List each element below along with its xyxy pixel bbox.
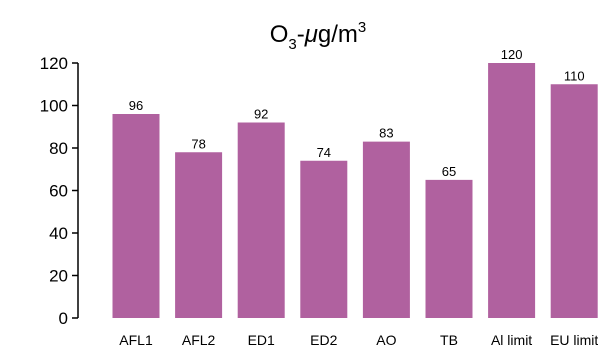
chart-title: O3-μg/m3 [270,19,367,53]
bar [300,160,348,318]
plot-area: 0 20 40 60 80 100 120 96 AFL1 78 AFL2 92 ED1 74 ED2 83 A… [40,47,598,348]
bar-value-label: 92 [254,107,268,122]
bar [425,179,473,318]
bar [237,122,285,318]
y-tick-label: 0 [59,309,68,328]
x-tick-label: AFL2 [182,332,216,348]
bar-value-label: 78 [191,136,205,151]
x-tick-label: ED1 [248,332,275,348]
y-tick-label: 40 [49,224,68,243]
bar-value-label: 110 [564,68,585,83]
bar-value-label: 83 [379,126,393,141]
bar [362,141,410,318]
y-tick-label: 20 [49,267,68,286]
x-tick-label: AFL1 [119,332,153,348]
x-tick-label: TB [440,332,458,348]
x-tick-label: EU limit [550,332,598,348]
y-tick-label: 100 [40,97,68,116]
bar-value-label: 120 [501,47,523,62]
y-tick-label: 80 [49,139,68,158]
bar [488,63,536,318]
bar [550,84,598,318]
bar [112,114,160,318]
bar-value-label: 65 [442,164,456,179]
x-tick-label: ED2 [310,332,337,348]
x-tick-label: AO [376,332,396,348]
y-tick-label: 120 [40,54,68,73]
y-tick-label: 60 [49,182,68,201]
bar-value-label: 96 [129,98,143,113]
bar [175,152,223,318]
bar-value-label: 74 [317,145,331,160]
x-tick-label: Al limit [491,332,532,348]
